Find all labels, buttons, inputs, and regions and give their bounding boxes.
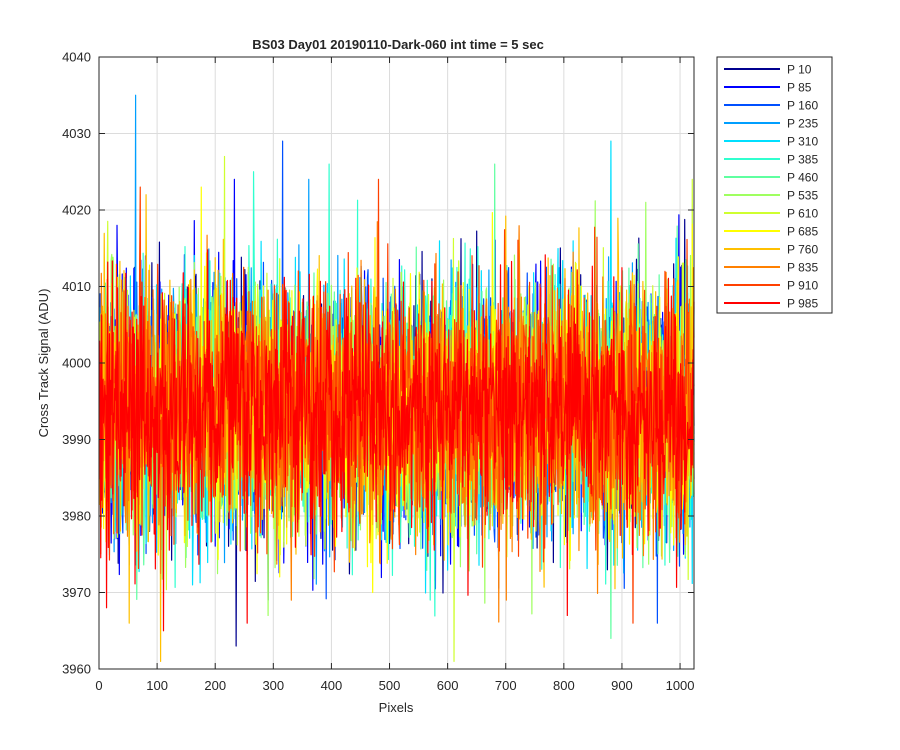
x-tick-label: 800 — [553, 678, 575, 693]
legend-label: P 760 — [787, 243, 818, 257]
legend-label: P 160 — [787, 99, 818, 113]
x-tick-label: 600 — [437, 678, 459, 693]
legend-label: P 460 — [787, 171, 818, 185]
y-axis-label: Cross Track Signal (ADU) — [36, 289, 51, 438]
y-tick-label: 4030 — [62, 126, 91, 141]
y-tick-label: 3960 — [62, 662, 91, 677]
legend-label: P 85 — [787, 81, 812, 95]
legend-label: P 10 — [787, 63, 812, 77]
axis-ticks — [98, 56, 694, 670]
y-tick-label: 4040 — [62, 50, 91, 65]
legend-label: P 235 — [787, 117, 818, 131]
legend: P 10 P 85 P 160 P 235 P 310 P 385 P 460 P 535 P … — [716, 56, 833, 314]
x-tick-label: 100 — [146, 678, 168, 693]
legend-label: P 385 — [787, 153, 818, 167]
series-layer — [98, 94, 695, 662]
x-tick-label: 500 — [379, 678, 401, 693]
legend-label: P 610 — [787, 207, 818, 221]
y-tick-label: 4010 — [62, 279, 91, 294]
legend-label: P 985 — [787, 297, 818, 311]
x-tick-label: 900 — [611, 678, 633, 693]
x-tick-label: 700 — [495, 678, 517, 693]
y-tick-label: 3970 — [62, 585, 91, 600]
legend-label: P 310 — [787, 135, 818, 149]
x-tick-label: 1000 — [666, 678, 695, 693]
x-tick-label: 0 — [95, 678, 102, 693]
legend-label: P 685 — [787, 225, 818, 239]
x-tick-label: 400 — [321, 678, 343, 693]
x-tick-label: 300 — [262, 678, 284, 693]
chart-title: BS03 Day01 20190110-Dark-060 int time = … — [252, 37, 544, 52]
plot-axes: 0 100 200 300 400 500 600 700 800 900 1000 3960 3970… — [62, 50, 695, 694]
x-axis-label: Pixels — [379, 700, 414, 715]
y-tick-label: 3980 — [62, 509, 91, 524]
series-line-p985 — [98, 249, 695, 632]
x-tick-label: 200 — [204, 678, 226, 693]
legend-box — [716, 56, 833, 314]
y-tick-label: 3990 — [62, 432, 91, 447]
axis-tick-labels: 0 100 200 300 400 500 600 700 800 900 1000 3960 3970… — [62, 50, 694, 694]
legend-label: P 835 — [787, 261, 818, 275]
y-tick-label: 4020 — [62, 203, 91, 218]
y-tick-label: 4000 — [62, 356, 91, 371]
legend-label: P 535 — [787, 189, 818, 203]
legend-label: P 910 — [787, 279, 818, 293]
